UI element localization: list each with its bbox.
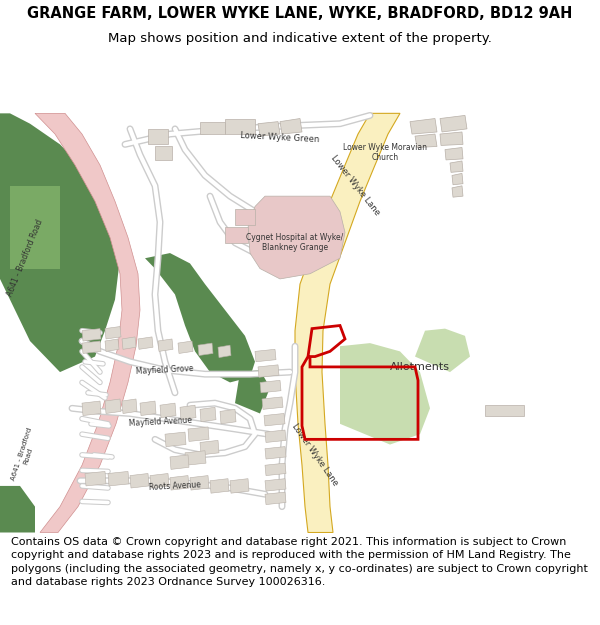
Text: A641 - Bradford
Road: A641 - Bradford Road [10,427,40,483]
Polygon shape [185,451,206,465]
Bar [485,405,524,416]
Polygon shape [258,365,279,378]
Polygon shape [130,474,149,488]
Polygon shape [200,441,219,455]
Polygon shape [260,381,281,392]
Polygon shape [35,113,140,532]
Polygon shape [148,129,168,144]
Polygon shape [255,349,276,362]
Polygon shape [150,474,169,488]
Text: Lower Wyke Lane: Lower Wyke Lane [329,154,381,218]
Text: Lower Wyke Lane: Lower Wyke Lane [290,422,340,488]
Polygon shape [82,401,101,416]
Polygon shape [225,228,248,242]
Polygon shape [265,463,286,476]
Polygon shape [452,173,463,185]
Polygon shape [225,119,255,134]
Polygon shape [10,186,60,269]
Polygon shape [450,161,463,172]
Polygon shape [265,492,286,504]
Text: Lower Wyke Moravian
Church: Lower Wyke Moravian Church [343,143,427,162]
Polygon shape [105,399,121,414]
Text: Roots Avenue: Roots Avenue [149,480,201,492]
Polygon shape [145,253,255,382]
Polygon shape [218,345,231,358]
Polygon shape [415,134,437,148]
Polygon shape [178,341,193,354]
Polygon shape [295,113,400,532]
Polygon shape [440,116,467,132]
Polygon shape [200,408,216,422]
Polygon shape [264,414,285,426]
Text: Map shows position and indicative extent of the property.: Map shows position and indicative extent… [108,32,492,45]
Polygon shape [140,401,156,416]
Polygon shape [210,479,229,493]
Polygon shape [445,148,463,160]
Polygon shape [158,339,173,351]
Text: Lower Wyke Green: Lower Wyke Green [240,131,320,144]
Polygon shape [0,113,120,372]
Polygon shape [258,122,280,136]
Text: Mayfield Avenue: Mayfield Avenue [128,416,192,428]
Polygon shape [82,329,101,341]
Polygon shape [440,132,463,146]
Polygon shape [265,479,286,491]
Text: Allotments: Allotments [390,362,450,372]
Text: Cygnet Hospital at Wyke/
Blankney Grange: Cygnet Hospital at Wyke/ Blankney Grange [247,233,344,253]
Text: GRANGE FARM, LOWER WYKE LANE, WYKE, BRADFORD, BD12 9AH: GRANGE FARM, LOWER WYKE LANE, WYKE, BRAD… [28,6,572,21]
Polygon shape [0,486,35,532]
Text: A641 - Bradford Road: A641 - Bradford Road [5,218,44,298]
Polygon shape [85,471,106,486]
Polygon shape [220,409,236,424]
Polygon shape [190,476,209,490]
Polygon shape [410,119,437,134]
Polygon shape [248,196,345,279]
Polygon shape [200,122,225,134]
Text: Contains OS data © Crown copyright and database right 2021. This information is : Contains OS data © Crown copyright and d… [11,537,587,587]
Polygon shape [415,329,470,372]
Polygon shape [105,326,121,339]
Polygon shape [170,455,189,469]
Polygon shape [170,476,189,490]
Polygon shape [235,370,270,414]
Text: Mayfield Grove: Mayfield Grove [136,364,194,376]
Polygon shape [105,339,119,351]
Polygon shape [160,403,176,418]
Polygon shape [82,341,101,354]
Polygon shape [230,479,249,493]
Polygon shape [280,119,302,134]
Polygon shape [188,427,209,441]
Polygon shape [262,397,283,409]
Polygon shape [198,343,213,356]
Polygon shape [340,343,430,444]
Polygon shape [452,186,463,197]
Polygon shape [122,337,136,349]
Polygon shape [155,146,172,160]
Polygon shape [265,447,286,459]
Polygon shape [235,209,255,225]
Polygon shape [138,337,153,349]
Polygon shape [265,430,286,442]
Polygon shape [108,471,129,486]
Polygon shape [165,432,186,447]
Polygon shape [180,405,196,420]
Polygon shape [122,399,137,414]
